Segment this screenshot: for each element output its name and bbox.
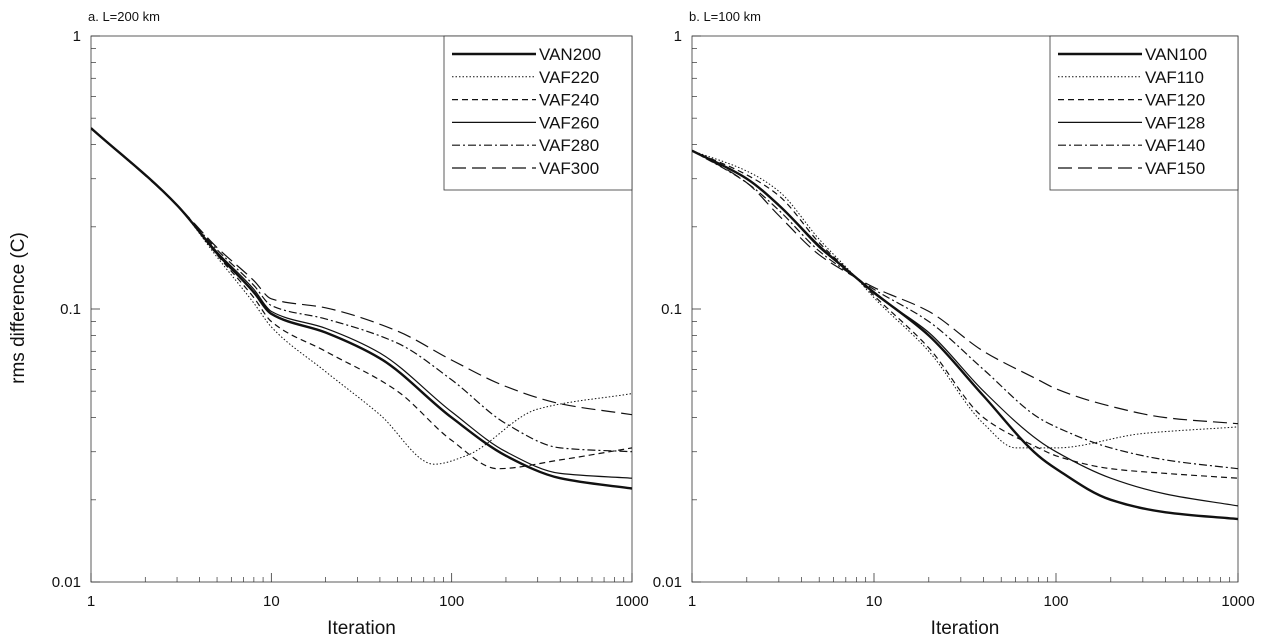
legend: VAN100 VAF110 VAF120 VAF128 VAF140 VAF150	[1049, 35, 1239, 191]
y-tick-label: 0.01	[653, 574, 682, 591]
x-tick-label: 100	[439, 593, 464, 610]
panel-title: a. L=200 km	[88, 9, 160, 24]
y-tick-label: 1	[674, 28, 682, 45]
series-group	[91, 127, 632, 490]
series-line-vaf300	[91, 127, 632, 416]
legend-box	[443, 35, 633, 191]
legend-label-vaf110: VAF110	[1145, 68, 1204, 87]
x-tick-label: 10	[263, 593, 280, 610]
legend-label-van100: VAN100	[1145, 45, 1207, 64]
y-tick-label: 0.1	[661, 301, 682, 318]
y-tick-label: 1	[73, 28, 81, 45]
x-axis-label: Iteration	[327, 618, 396, 639]
legend-label-vaf140: VAF140	[1145, 136, 1205, 155]
chart-panel-b: b. L=100 km 1 10 100 1000 1 0.1 0.01 Iteration VA…	[653, 9, 1255, 639]
y-tick-label: 0.1	[60, 301, 81, 318]
chart-panels: a. L=200 km 1 10 100 1000 1 0.1 0.01 Iteration VA…	[52, 9, 1255, 639]
legend-label-vaf220: VAF220	[539, 68, 599, 87]
series-line-vaf110	[692, 150, 1238, 449]
x-tick-label: 1000	[1221, 593, 1254, 610]
series-line-vaf240	[91, 127, 632, 470]
series-line-vaf120	[692, 150, 1238, 479]
legend-label-vaf260: VAF260	[539, 113, 599, 132]
series-group	[692, 149, 1238, 521]
x-axis-label: Iteration	[931, 618, 1000, 639]
panel-title: b. L=100 km	[689, 9, 761, 24]
legend: VAN200 VAF220 VAF240 VAF260 VAF280 VAF300	[443, 35, 633, 191]
chart-panel-a: a. L=200 km 1 10 100 1000 1 0.1 0.01 Iteration VA…	[52, 9, 649, 639]
x-tick-label: 100	[1043, 593, 1068, 610]
x-tick-label: 1	[87, 593, 95, 610]
legend-box	[1049, 35, 1239, 191]
legend-label-vaf120: VAF120	[1145, 91, 1205, 110]
legend-label-vaf128: VAF128	[1145, 113, 1205, 132]
legend-label-vaf300: VAF300	[539, 159, 599, 178]
y-axis-label: rms difference (C)	[8, 232, 29, 384]
legend-label-vaf280: VAF280	[539, 136, 599, 155]
x-tick-label: 1000	[615, 593, 648, 610]
y-tick-label: 0.01	[52, 574, 81, 591]
series-line-vaf128	[692, 150, 1238, 507]
legend-label-vaf240: VAF240	[539, 91, 599, 110]
series-line-vaf220	[91, 127, 632, 465]
x-tick-label: 1	[688, 593, 696, 610]
x-tick-label: 10	[866, 593, 883, 610]
series-line-vaf150	[692, 150, 1238, 425]
legend-label-van200: VAN200	[539, 45, 601, 64]
series-line-vaf140	[692, 150, 1238, 470]
legend-label-vaf150: VAF150	[1145, 159, 1205, 178]
